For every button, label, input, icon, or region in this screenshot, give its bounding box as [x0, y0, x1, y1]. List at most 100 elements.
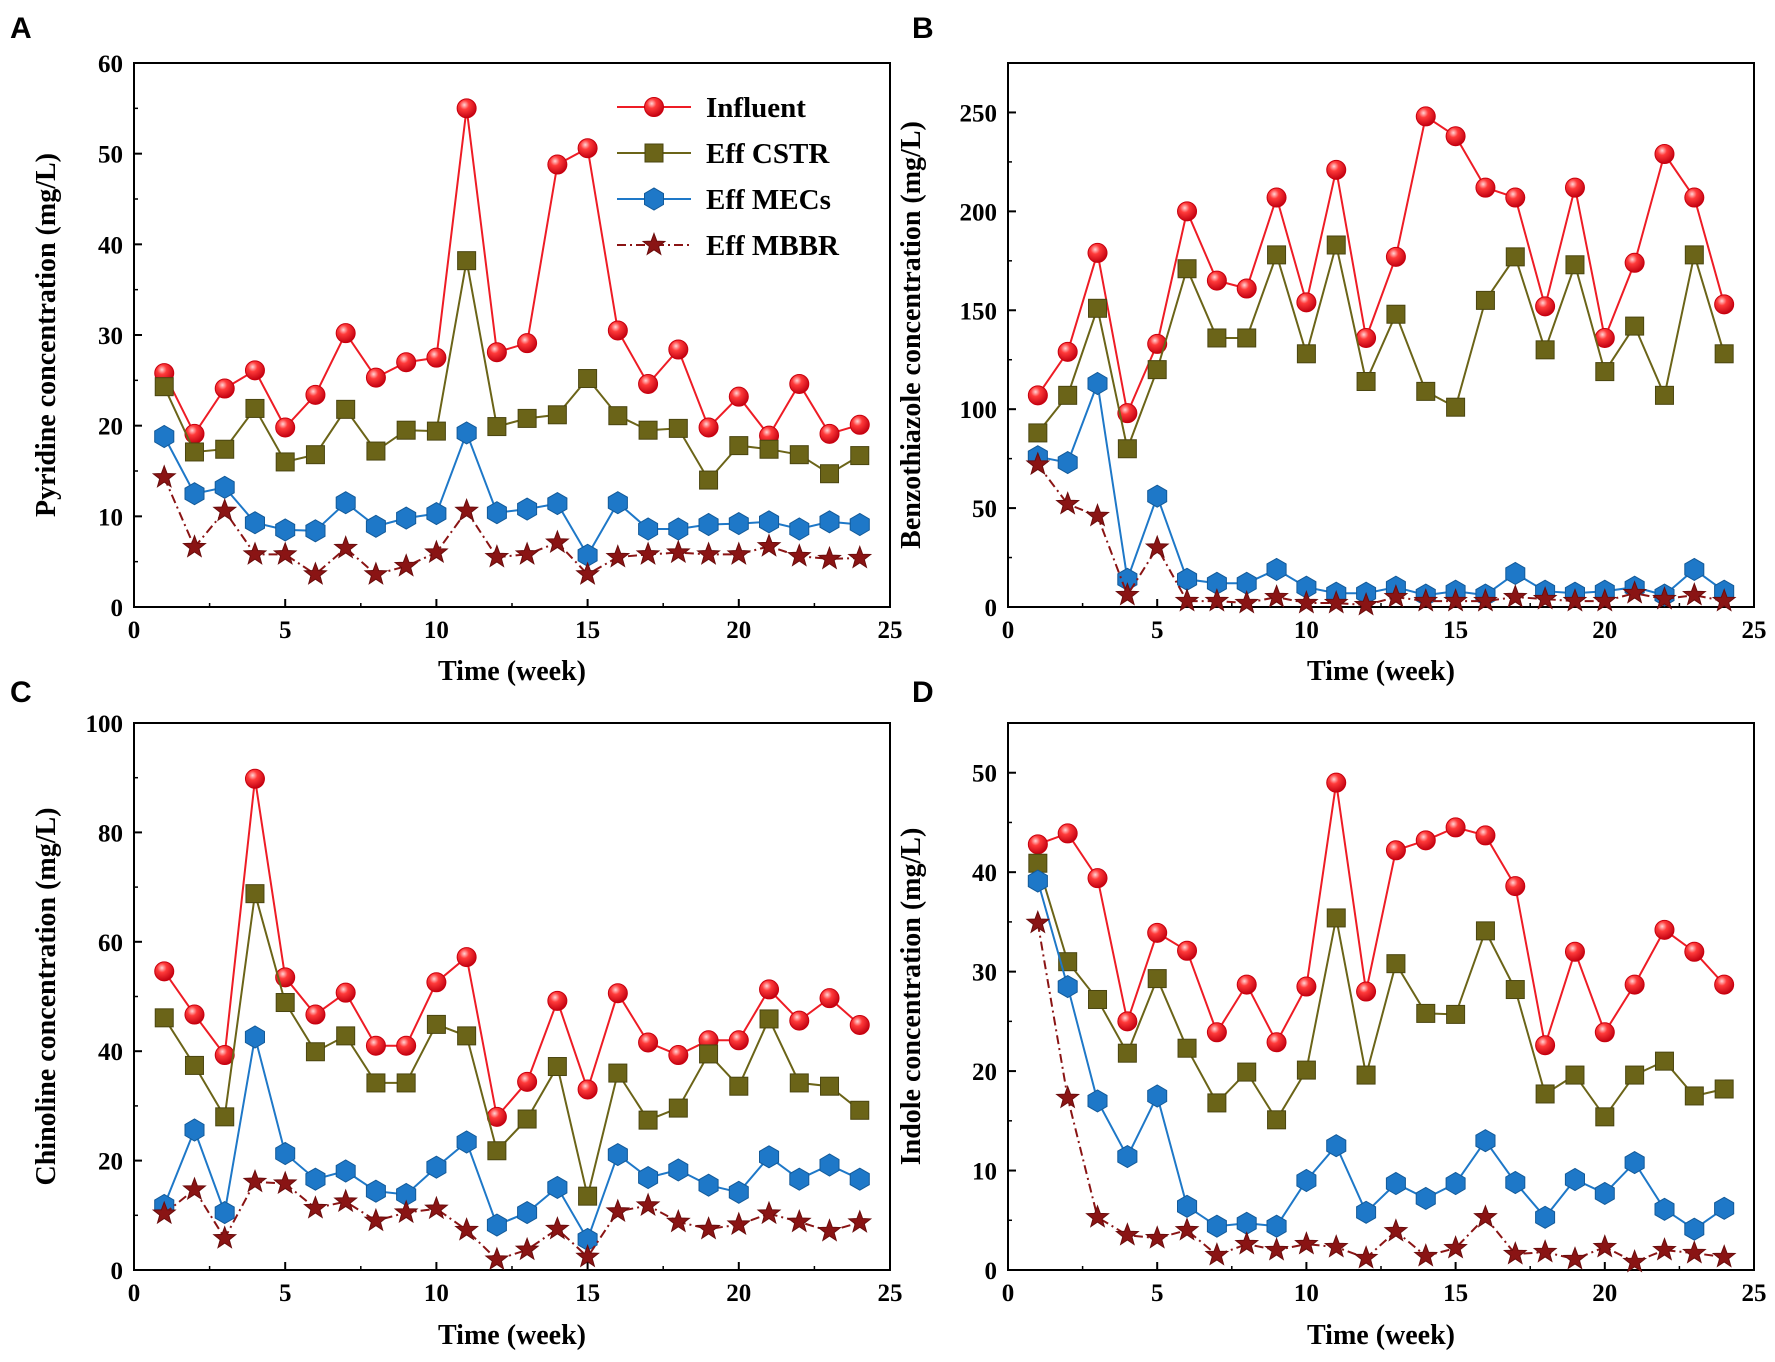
data-point-eff-cstr	[426, 421, 446, 441]
data-point-eff-cstr	[1267, 245, 1287, 265]
data-point-eff-mbbr	[666, 539, 691, 564]
data-point-influent	[1385, 246, 1406, 267]
series-eff-mbbr-c	[151, 1168, 873, 1271]
data-point-eff-mbbr	[756, 533, 782, 557]
data-point-eff-mecs	[1624, 1151, 1645, 1175]
data-point-eff-mbbr	[1532, 1239, 1558, 1263]
data-point-eff-cstr	[1565, 1065, 1585, 1085]
data-point-eff-mbbr	[1144, 534, 1170, 559]
x-tick-label: 25	[1742, 1280, 1767, 1307]
series-line-eff-mbbr	[163, 1180, 861, 1261]
series-line-eff-cstr	[163, 893, 861, 1197]
panel-letter-d: D	[912, 676, 934, 709]
data-point-eff-mecs	[1684, 557, 1705, 581]
data-point-eff-mecs	[728, 1180, 749, 1204]
data-point-eff-mecs	[759, 510, 780, 534]
y-tick-label: 60	[98, 930, 123, 957]
data-point-influent	[214, 1045, 235, 1066]
data-point-influent	[1236, 974, 1257, 995]
data-point-eff-mbbr	[484, 544, 510, 568]
series-influent-d	[1027, 772, 1735, 1056]
x-tick-label: 5	[279, 617, 292, 644]
data-point-eff-cstr	[1714, 1079, 1734, 1099]
data-point-influent	[335, 982, 356, 1003]
data-point-eff-mbbr	[575, 1243, 600, 1268]
data-point-eff-mbbr	[1413, 588, 1439, 612]
data-point-influent	[1475, 825, 1496, 846]
data-point-eff-mbbr	[1353, 1245, 1379, 1269]
data-point-eff-cstr	[547, 405, 567, 425]
data-point-eff-mbbr	[333, 535, 358, 559]
data-point-eff-mbbr	[1682, 1240, 1707, 1264]
data-point-eff-cstr	[668, 418, 688, 438]
data-point-eff-mecs	[275, 1141, 296, 1166]
data-point-eff-mbbr	[1413, 1243, 1439, 1267]
data-point-eff-mbbr	[242, 541, 268, 565]
data-point-influent	[819, 988, 840, 1009]
y-tick-label: 100	[960, 397, 998, 424]
series-line-influent	[1037, 782, 1725, 1046]
data-point-eff-mecs	[789, 1167, 810, 1191]
data-point-eff-mbbr	[182, 1176, 207, 1201]
data-point-influent	[1714, 294, 1735, 315]
data-point-influent	[668, 1045, 689, 1066]
data-point-influent	[1206, 270, 1227, 291]
data-point-eff-cstr	[1446, 1004, 1466, 1024]
data-point-eff-mbbr	[575, 561, 600, 585]
data-point-eff-mecs	[1087, 1089, 1108, 1113]
data-point-eff-mecs	[698, 1173, 719, 1197]
data-point-eff-mecs	[1654, 1197, 1675, 1221]
data-point-eff-mecs	[335, 1159, 356, 1183]
data-point-influent	[365, 1035, 386, 1056]
data-point-eff-mecs	[1147, 1084, 1168, 1108]
x-tick-label: 10	[424, 617, 449, 644]
data-point-eff-cstr	[1088, 989, 1108, 1009]
data-point-influent	[1654, 143, 1675, 164]
data-point-eff-mbbr	[1025, 909, 1051, 934]
data-point-eff-cstr	[366, 1073, 386, 1093]
data-point-eff-cstr	[820, 1076, 840, 1096]
x-tick-label: 20	[1592, 617, 1617, 644]
data-point-eff-mecs	[819, 510, 840, 534]
data-point-influent	[1087, 868, 1108, 889]
data-point-influent	[789, 373, 810, 394]
data-point-influent	[456, 947, 477, 968]
data-point-influent	[1177, 940, 1198, 961]
data-point-eff-mbbr	[363, 561, 389, 585]
data-point-eff-cstr	[154, 377, 174, 397]
data-point-influent	[1415, 830, 1436, 851]
data-point-eff-mbbr	[1622, 580, 1647, 604]
data-point-eff-mbbr	[696, 541, 721, 565]
data-point-eff-mecs	[759, 1145, 780, 1169]
data-point-eff-mbbr	[1264, 1237, 1289, 1261]
x-tick-label: 10	[1294, 1280, 1319, 1307]
data-point-influent	[1027, 834, 1048, 855]
data-point-eff-cstr	[1117, 439, 1137, 459]
x-tick-label: 15	[575, 1280, 600, 1307]
data-point-eff-mbbr	[1682, 582, 1707, 606]
data-point-influent	[668, 339, 689, 360]
data-point-eff-cstr	[668, 1098, 688, 1118]
data-point-influent	[1535, 296, 1556, 317]
data-point-eff-mecs	[154, 424, 175, 449]
data-point-eff-cstr	[789, 445, 809, 465]
data-point-eff-cstr	[184, 1055, 204, 1075]
data-point-eff-mbbr	[1204, 1242, 1230, 1266]
data-point-eff-mecs	[1684, 1217, 1705, 1241]
data-point-influent	[1177, 201, 1198, 222]
data-point-influent	[426, 972, 447, 993]
data-point-influent	[275, 417, 296, 438]
data-point-influent	[1505, 876, 1526, 897]
data-point-eff-mecs	[1475, 1129, 1496, 1153]
data-point-eff-mbbr	[1294, 1231, 1319, 1255]
y-tick-label: 80	[98, 820, 123, 847]
data-point-influent	[517, 333, 538, 354]
data-point-eff-mecs	[607, 1143, 628, 1167]
legend-label: Eff MECs	[706, 184, 831, 216]
data-point-eff-mecs	[1206, 1214, 1227, 1238]
data-point-eff-mbbr	[363, 1207, 389, 1232]
data-point-influent	[1684, 187, 1705, 208]
y-axis-title-b: Benzothiazole concentration (mg/L)	[896, 121, 927, 549]
series-line-eff-cstr	[1037, 244, 1726, 453]
data-point-eff-cstr	[275, 993, 295, 1013]
